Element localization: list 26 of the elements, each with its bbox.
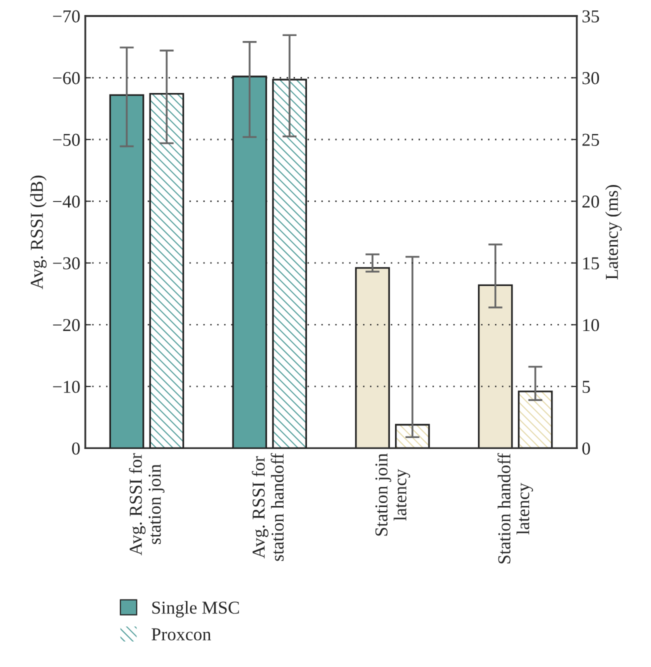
y2-axis-title: Latency (ms) [605, 185, 622, 280]
y-tick-label: 0 [72, 442, 80, 455]
x-tick-label: Station handoff latency [498, 453, 533, 564]
legend-label: Proxcon [152, 628, 212, 640]
bar [478, 284, 513, 448]
y-axis-title: Avg. RSSI (dB) [30, 176, 47, 290]
y-tick-label: −30 [53, 257, 80, 270]
y-tick-label: −70 [53, 10, 80, 22]
y-tick-label: −60 [53, 72, 80, 84]
y2-tick-label: 30 [582, 72, 600, 84]
y2-tick-label: 15 [583, 257, 599, 270]
y-tick-label: −20 [53, 318, 80, 332]
x-tick-label: Avg. RSSI for station join [128, 453, 164, 556]
y-tick-label: −50 [53, 134, 80, 146]
y2-tick-label: 10 [583, 318, 600, 332]
bar [355, 267, 390, 448]
y-tick-label: −40 [53, 196, 80, 208]
y2-tick-label: 20 [582, 196, 600, 208]
y-tick-label: −10 [53, 380, 80, 393]
y2-tick-label: 25 [582, 134, 599, 146]
y2-tick-label: 35 [582, 10, 599, 22]
legend-label: Single MSC [152, 601, 239, 618]
y2-tick-label: 5 [582, 380, 590, 393]
x-tick-label: Avg. RSSI for station handoff [252, 453, 284, 561]
y2-tick-label: 0 [582, 442, 590, 455]
x-tick-label: Station join latency [375, 453, 410, 536]
